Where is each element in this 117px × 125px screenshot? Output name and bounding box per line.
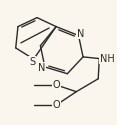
Text: N: N bbox=[77, 29, 84, 39]
Text: N: N bbox=[38, 62, 46, 72]
Text: O: O bbox=[52, 80, 60, 90]
Text: O: O bbox=[52, 100, 60, 110]
Text: NH: NH bbox=[100, 54, 115, 64]
Text: S: S bbox=[29, 57, 35, 67]
